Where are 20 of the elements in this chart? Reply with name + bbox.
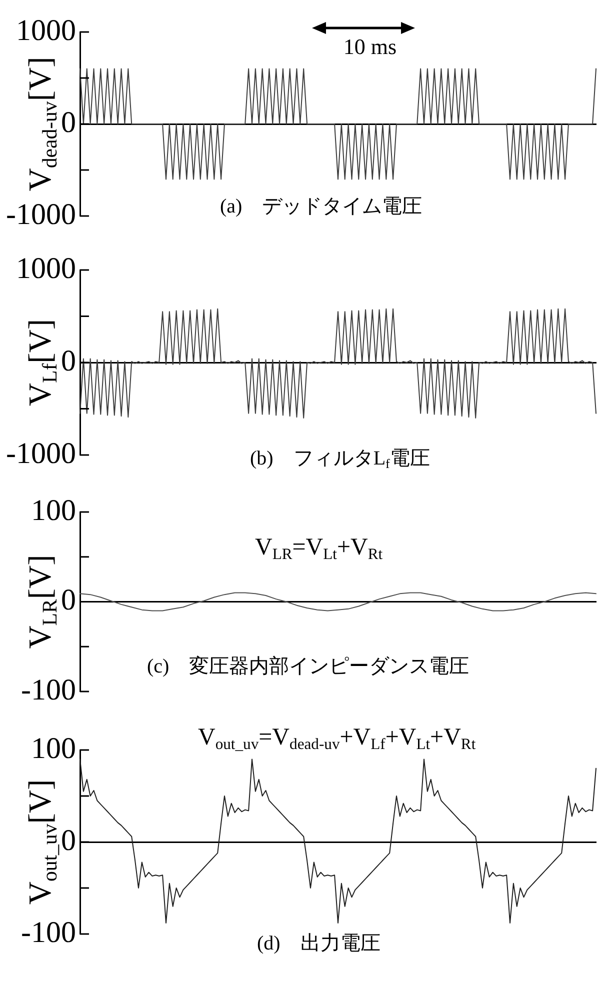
y-tick-label: -100 <box>21 673 76 706</box>
y-tick-label: 0 <box>61 584 76 617</box>
annotation: (c) 変圧器内部インピーダンス電圧 <box>147 654 470 678</box>
y-tick-label: 1000 <box>16 14 76 47</box>
annotation: 10 ms <box>343 34 397 59</box>
y-axis-title: Vout_uv[V] <box>21 779 62 905</box>
y-tick-label: 0 <box>61 106 76 139</box>
y-tick-label: 0 <box>61 824 76 857</box>
annotation: (a) デッドタイム電圧 <box>220 195 422 218</box>
y-axis-title: VLR[V] <box>21 554 62 649</box>
y-tick-label: -1000 <box>6 436 76 470</box>
y-tick-label: -100 <box>21 916 76 949</box>
y-tick-label: 1000 <box>16 252 76 285</box>
y-tick-label: 100 <box>31 494 76 527</box>
y-axis-title: VLf[V] <box>21 318 62 406</box>
y-tick-label: 100 <box>31 732 76 765</box>
y-axis-title: Vdead-uv[V] <box>21 56 62 192</box>
y-tick-label: -1000 <box>6 198 76 231</box>
y-tick-label: 0 <box>61 344 76 378</box>
annotation: (d) 出力電圧 <box>257 932 380 954</box>
